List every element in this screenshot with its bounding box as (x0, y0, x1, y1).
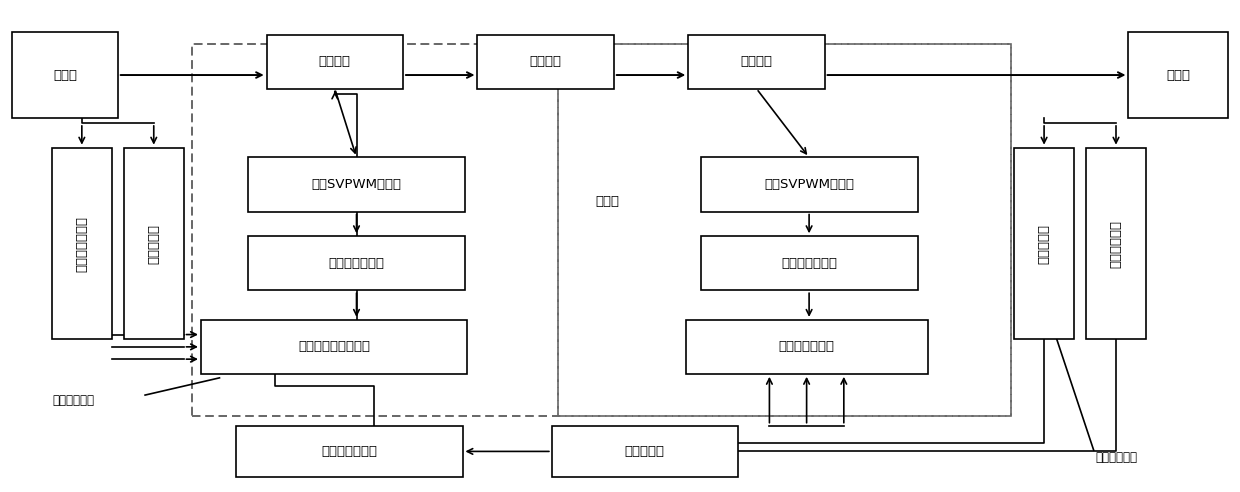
Text: 第一母线电压控制器: 第一母线电压控制器 (298, 340, 371, 353)
FancyBboxPatch shape (12, 32, 118, 118)
Text: 第二转换器: 第二转换器 (1038, 223, 1050, 264)
FancyBboxPatch shape (701, 236, 918, 290)
FancyBboxPatch shape (248, 236, 465, 290)
FancyBboxPatch shape (52, 148, 112, 339)
Text: 电机转速控制器: 电机转速控制器 (779, 340, 835, 353)
Text: 发动机端编码器: 发动机端编码器 (76, 215, 88, 272)
FancyBboxPatch shape (686, 320, 928, 374)
FancyBboxPatch shape (477, 35, 614, 89)
Text: 发电机: 发电机 (53, 68, 77, 82)
FancyBboxPatch shape (248, 157, 465, 212)
Text: 直流母线: 直流母线 (529, 56, 562, 68)
Text: 电动机控制器: 电动机控制器 (1095, 451, 1137, 464)
Text: 转矩电流转换器: 转矩电流转换器 (321, 445, 377, 458)
Text: 发电机控制器: 发电机控制器 (52, 395, 94, 407)
FancyBboxPatch shape (1128, 32, 1228, 118)
FancyBboxPatch shape (1086, 148, 1146, 339)
Text: 第一转换器: 第一转换器 (148, 223, 160, 264)
FancyBboxPatch shape (552, 426, 738, 477)
FancyBboxPatch shape (201, 320, 467, 374)
Text: 转矩观测器: 转矩观测器 (625, 445, 665, 458)
Text: 逆变电路: 逆变电路 (740, 56, 773, 68)
Text: 第一电流控制器: 第一电流控制器 (329, 257, 384, 270)
Text: 电动机: 电动机 (1166, 68, 1190, 82)
Text: 第一SVPWM调节器: 第一SVPWM调节器 (311, 178, 402, 191)
Text: 整流电路: 整流电路 (319, 56, 351, 68)
FancyBboxPatch shape (1014, 148, 1074, 339)
FancyBboxPatch shape (688, 35, 825, 89)
Text: 控制器: 控制器 (595, 195, 620, 208)
FancyBboxPatch shape (236, 426, 463, 477)
FancyBboxPatch shape (267, 35, 403, 89)
Text: 第二SVPWM调节器: 第二SVPWM调节器 (764, 178, 854, 191)
FancyBboxPatch shape (124, 148, 184, 339)
Text: 电动机编码器: 电动机编码器 (1110, 219, 1122, 268)
Text: 第二电流控制器: 第二电流控制器 (781, 257, 837, 270)
FancyBboxPatch shape (701, 157, 918, 212)
